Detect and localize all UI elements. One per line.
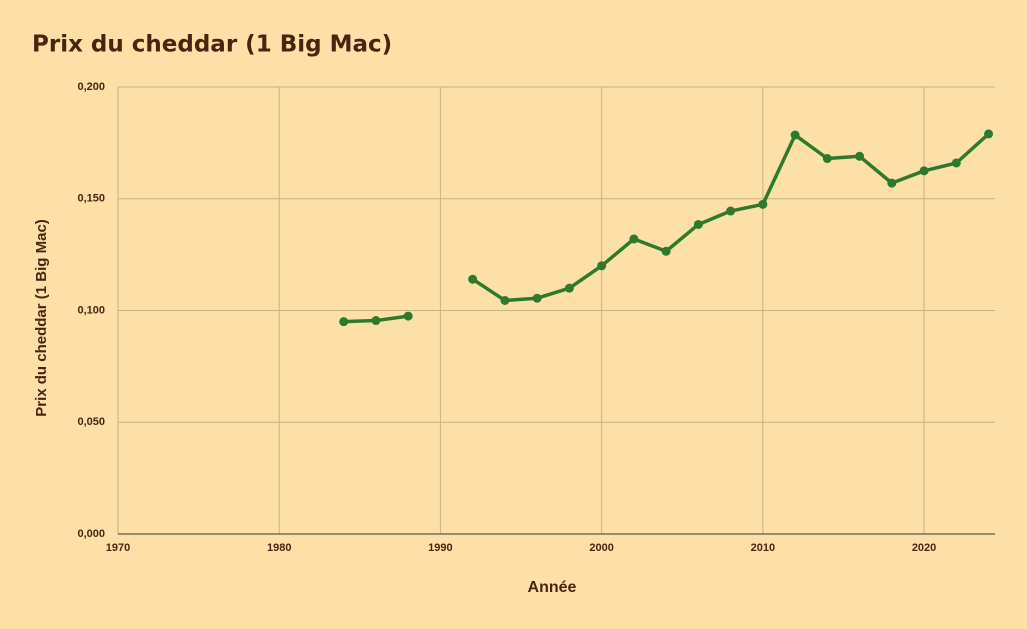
point	[855, 151, 865, 161]
y-axis-label: Prix du cheddar (1 Big Mac)	[33, 219, 50, 417]
x-tick-label: 2000	[589, 542, 613, 554]
point	[629, 234, 639, 244]
x-tick-label: 1970	[106, 542, 130, 554]
x-tick-label: 1980	[267, 542, 291, 554]
point	[726, 206, 736, 216]
point	[564, 283, 574, 293]
y-tick-label: 0,050	[77, 416, 105, 428]
y-tick-label: 0,150	[77, 193, 105, 205]
y-tick-label: 0,100	[77, 304, 105, 316]
x-tick-label: 2010	[751, 542, 775, 554]
point	[790, 130, 800, 140]
point	[887, 178, 897, 188]
chart-title: Prix du cheddar (1 Big Mac)	[32, 32, 392, 58]
point	[339, 317, 349, 327]
point	[532, 293, 542, 303]
point	[661, 246, 671, 256]
point	[693, 219, 703, 229]
x-axis-label: Année	[528, 579, 577, 596]
x-tick-label: 1990	[428, 542, 452, 554]
point	[822, 154, 832, 164]
point	[951, 158, 961, 168]
point	[984, 129, 994, 139]
point	[500, 295, 510, 305]
x-tick-label: 2020	[912, 542, 936, 554]
point	[371, 316, 381, 326]
y-tick-label: 0,200	[77, 81, 105, 93]
point	[597, 261, 607, 271]
point	[919, 166, 929, 176]
point	[403, 311, 413, 321]
point	[468, 274, 478, 284]
point	[758, 199, 768, 209]
y-tick-label: 0,000	[77, 528, 105, 540]
